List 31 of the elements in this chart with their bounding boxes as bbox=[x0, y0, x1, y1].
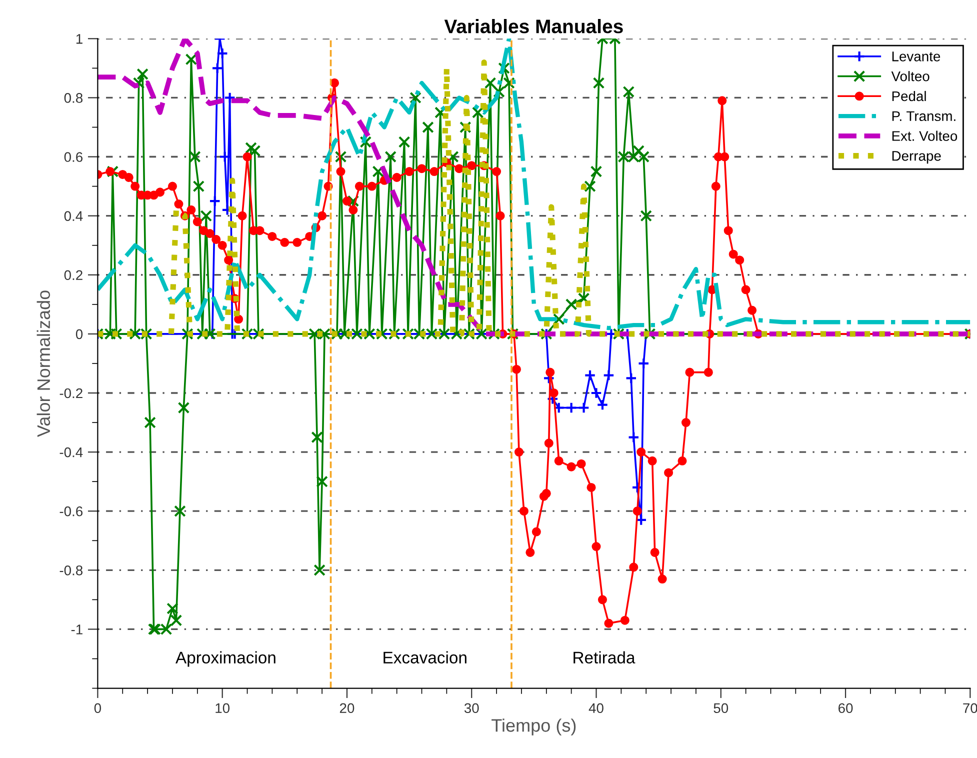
legend-label: Derrape bbox=[892, 151, 941, 164]
x-tick-label: 70 bbox=[963, 703, 977, 714]
annotation: Retirada bbox=[574, 651, 636, 664]
y-tick-label: 1 bbox=[76, 34, 82, 44]
x-tick-label: 0 bbox=[94, 703, 102, 714]
y-tick-label: 0 bbox=[76, 329, 83, 340]
x-tick-label: 40 bbox=[588, 703, 604, 714]
y-tick-label: 0.2 bbox=[64, 270, 82, 280]
x-axis-title: Tiempo (s) bbox=[492, 718, 576, 736]
y-tick-label: 0.8 bbox=[64, 93, 83, 103]
y-axis-title: Valor Normalizado bbox=[36, 290, 50, 437]
y-tick-label: 0.4 bbox=[64, 211, 83, 221]
annotation: Aproximacion bbox=[176, 651, 276, 667]
legend-label: Ext. Volteo bbox=[892, 130, 958, 141]
y-tick-label: -1 bbox=[71, 624, 82, 634]
annotation: Excavacion bbox=[384, 651, 466, 664]
chart-title: Variables Manuales bbox=[444, 19, 623, 34]
y-tick-label: 0.6 bbox=[64, 152, 83, 162]
legend-label: P. Transm. bbox=[892, 111, 956, 122]
legend-label: Pedal bbox=[892, 90, 926, 102]
legend-label: Volteo bbox=[891, 71, 930, 82]
x-tick-label: 50 bbox=[714, 703, 728, 714]
x-tick-label: 20 bbox=[340, 703, 354, 714]
legend-label: Levante bbox=[892, 52, 940, 62]
y-tick-label: -0.8 bbox=[60, 565, 83, 576]
x-tick-label: 10 bbox=[216, 703, 230, 714]
y-tick-label: -0.4 bbox=[60, 447, 83, 458]
y-tick-label: -0.6 bbox=[60, 506, 83, 516]
x-tick-label: 60 bbox=[838, 703, 853, 714]
x-tick-label: 30 bbox=[464, 703, 479, 714]
y-tick-label: -0.2 bbox=[60, 388, 82, 398]
